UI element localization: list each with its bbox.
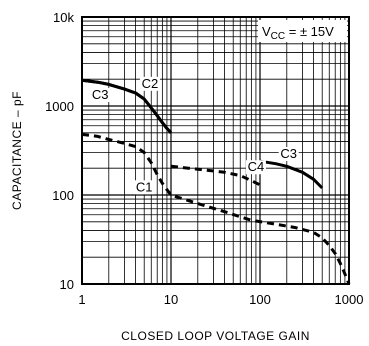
curve-label-bg bbox=[90, 87, 111, 102]
y-tick-label: 100 bbox=[52, 188, 74, 203]
series-layer bbox=[81, 78, 351, 285]
series-c4-line bbox=[170, 164, 261, 187]
curve-label-bg bbox=[134, 180, 155, 195]
y-tick-labels: 10 100 1000 10k bbox=[45, 10, 74, 292]
x-axis-label: CLOSED LOOP VOLTAGE GAIN bbox=[121, 329, 310, 343]
curve-label: C3 bbox=[92, 87, 109, 102]
x-tick-label: 1 bbox=[78, 292, 85, 307]
curve-labels: C3 C2 C1 C4 C3 bbox=[90, 76, 299, 195]
x-tick-labels: 1 10 100 1000 bbox=[78, 292, 363, 307]
series-c1-line bbox=[81, 132, 351, 285]
curve-label: C1 bbox=[136, 179, 153, 194]
curve-label-bg bbox=[139, 76, 160, 91]
curve-label: C2 bbox=[142, 76, 159, 91]
series-c3-line bbox=[259, 159, 324, 190]
y-tick-label: 10 bbox=[60, 277, 74, 292]
curve-label-bg bbox=[278, 147, 299, 162]
annotation-suffix: = ± 15V bbox=[285, 24, 334, 39]
series-c2-line bbox=[81, 78, 173, 134]
x-tick-label: 10 bbox=[164, 292, 178, 307]
annotation-box bbox=[258, 20, 347, 42]
curve-label: C3 bbox=[280, 146, 297, 161]
y-tick-label: 1000 bbox=[45, 99, 74, 114]
annotation-prefix: V bbox=[262, 24, 271, 39]
curve-label: C4 bbox=[248, 159, 265, 174]
plot-frame bbox=[81, 16, 350, 285]
annotation-text: VCC = ± 15V bbox=[262, 24, 334, 42]
vcc-annotation: VCC = ± 15V bbox=[258, 20, 347, 42]
y-axis-label: CAPACITANCE – pF bbox=[10, 91, 24, 210]
grid bbox=[81, 17, 349, 285]
annotation-subscript: CC bbox=[271, 31, 285, 42]
y-tick-label: 10k bbox=[53, 10, 74, 25]
x-tick-label: 1000 bbox=[335, 292, 364, 307]
curve-label-bg bbox=[245, 160, 266, 175]
x-tick-label: 100 bbox=[249, 292, 271, 307]
